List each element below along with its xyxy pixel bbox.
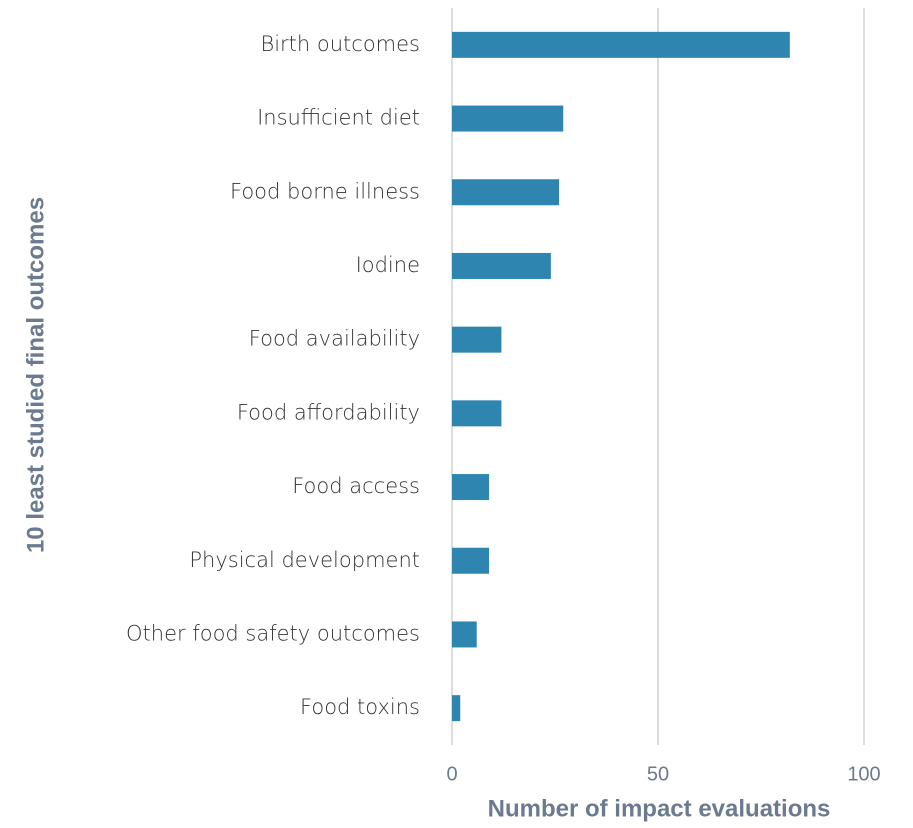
y-tick-label: Birth outcomes: [260, 32, 420, 56]
y-tick-label: Other food safety outcomes: [126, 621, 420, 645]
y-tick-label: Food borne illness: [230, 179, 420, 203]
y-tick-label: Iodine: [356, 253, 420, 277]
bar: [452, 31, 790, 58]
bar: [452, 621, 477, 648]
y-tick-label: Food toxins: [300, 695, 420, 719]
bar: [452, 695, 461, 722]
x-axis-label: Number of impact evaluations: [488, 795, 831, 822]
y-axis-label: 10 least studied final outcomes: [22, 197, 49, 553]
bar: [452, 252, 551, 279]
x-tick-label: 0: [446, 763, 457, 785]
y-tick-label: Physical development: [189, 548, 420, 572]
x-tick-label: 100: [847, 763, 880, 785]
bar: [452, 547, 490, 574]
y-tick-label: Food access: [292, 474, 420, 498]
bar: [452, 179, 560, 206]
bar: [452, 326, 502, 353]
y-tick-label: Food availability: [249, 327, 420, 351]
bar: [452, 105, 564, 132]
bar: [452, 474, 490, 501]
x-tick-label: 50: [647, 763, 669, 785]
bar: [452, 400, 502, 427]
y-tick-label: Insufficient diet: [257, 106, 420, 130]
y-tick-label: Food affordability: [237, 400, 420, 424]
